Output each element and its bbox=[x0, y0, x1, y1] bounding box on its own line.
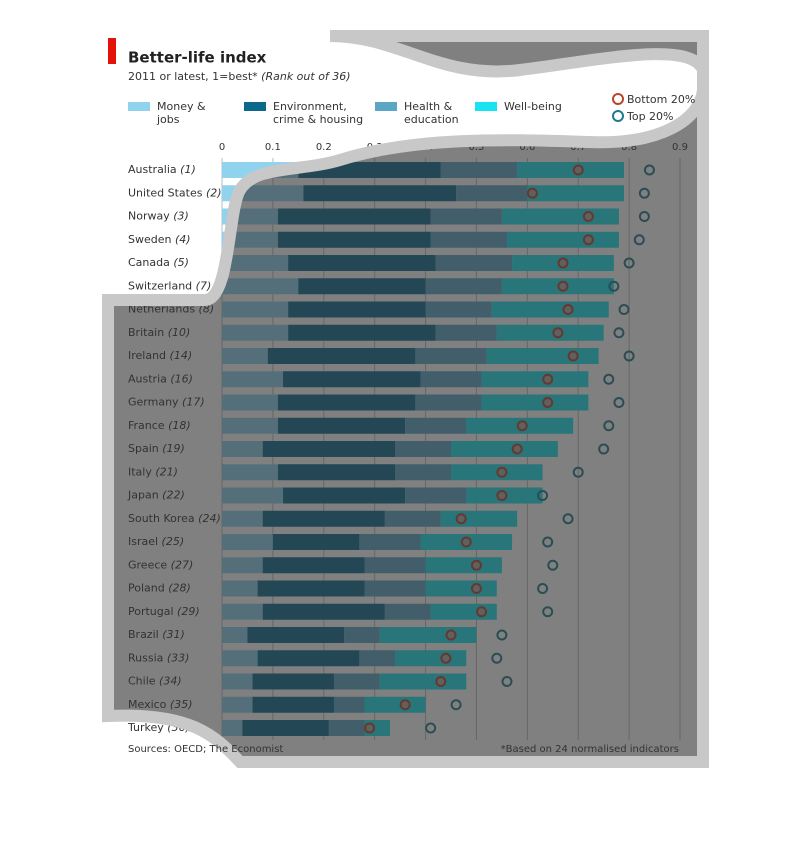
country: Australia bbox=[128, 163, 177, 176]
legend-item: Top 20% bbox=[612, 110, 674, 123]
rank: (1) bbox=[177, 163, 196, 176]
legend-item: Health & education bbox=[375, 100, 465, 126]
legend-swatch bbox=[244, 102, 266, 111]
accent-bar bbox=[108, 38, 116, 64]
chart-title: Better-life index bbox=[128, 49, 267, 67]
chart-subtitle: 2011 or latest, 1=best* (Rank out of 36) bbox=[128, 70, 351, 83]
source: Sources: OECD; The Economist bbox=[128, 744, 283, 755]
rank: (2) bbox=[203, 186, 222, 199]
legend-item: Environment, crime & housing bbox=[244, 100, 364, 126]
overlay-shape bbox=[102, 30, 709, 768]
legend-item: Money & jobs bbox=[128, 100, 228, 126]
footnote: *Based on 24 normalised indicators bbox=[501, 744, 679, 755]
category-label: Norway (3) bbox=[128, 210, 189, 223]
legend-label: Well-being bbox=[504, 100, 562, 113]
rank: (7) bbox=[192, 279, 211, 292]
country: Canada bbox=[128, 256, 170, 269]
country: Norway bbox=[128, 210, 170, 223]
rank: (5) bbox=[170, 256, 189, 269]
rank: (4) bbox=[171, 233, 190, 246]
rank: (3) bbox=[170, 210, 189, 223]
legend-swatch bbox=[375, 102, 397, 111]
country: Switzerland bbox=[128, 279, 192, 292]
category-label: United States (2) bbox=[128, 186, 222, 199]
country: United States bbox=[128, 186, 203, 199]
x-tick-label: 0 bbox=[219, 142, 225, 153]
legend-label: Money & jobs bbox=[157, 100, 206, 126]
legend-label: Environment, crime & housing bbox=[273, 100, 364, 126]
subtitle: 2011 or latest, 1=best* bbox=[128, 70, 258, 83]
legend-swatch bbox=[475, 102, 497, 111]
category-label: Canada (5) bbox=[128, 256, 189, 269]
legend-label: Top 20% bbox=[627, 110, 674, 123]
legend-swatch bbox=[128, 102, 150, 111]
legend-item: Bottom 20% bbox=[612, 93, 695, 106]
category-label: Switzerland (7) bbox=[128, 279, 211, 292]
legend-marker bbox=[612, 110, 624, 122]
x-tick-label: 0.1 bbox=[265, 142, 281, 153]
category-label: Australia (1) bbox=[128, 163, 196, 176]
legend-label: Health & education bbox=[404, 100, 459, 126]
country: Sweden bbox=[128, 233, 171, 246]
legend-marker bbox=[612, 93, 624, 105]
legend-item: Well-being bbox=[475, 100, 575, 113]
subtitle-note: (Rank out of 36) bbox=[261, 70, 350, 83]
country: Turkey bbox=[127, 721, 164, 734]
x-tick-label: 0.2 bbox=[316, 142, 332, 153]
legend-label: Bottom 20% bbox=[627, 93, 696, 106]
category-label: Sweden (4) bbox=[128, 233, 191, 246]
